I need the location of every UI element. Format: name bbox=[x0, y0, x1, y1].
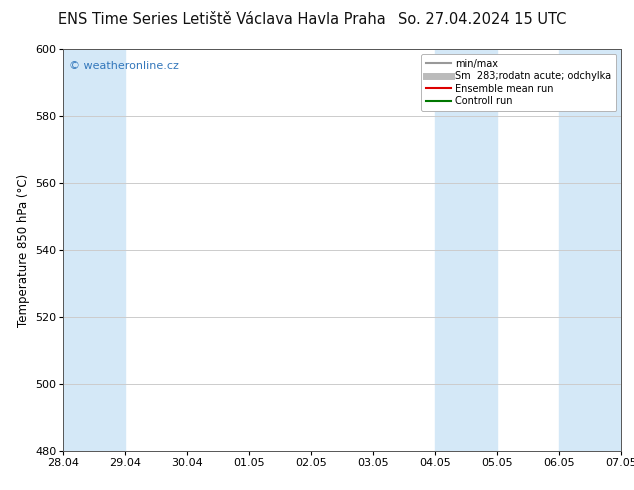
Y-axis label: Temperature 850 hPa (°C): Temperature 850 hPa (°C) bbox=[16, 173, 30, 326]
Bar bbox=[63, 49, 126, 451]
Bar bbox=[559, 49, 621, 451]
Legend: min/max, Sm  283;rodatn acute; odchylka, Ensemble mean run, Controll run: min/max, Sm 283;rodatn acute; odchylka, … bbox=[422, 54, 616, 111]
Bar bbox=[436, 49, 497, 451]
Text: ENS Time Series Letiště Václava Havla Praha: ENS Time Series Letiště Václava Havla Pr… bbox=[58, 12, 385, 27]
Text: So. 27.04.2024 15 UTC: So. 27.04.2024 15 UTC bbox=[398, 12, 566, 27]
Text: © weatheronline.cz: © weatheronline.cz bbox=[69, 61, 179, 71]
